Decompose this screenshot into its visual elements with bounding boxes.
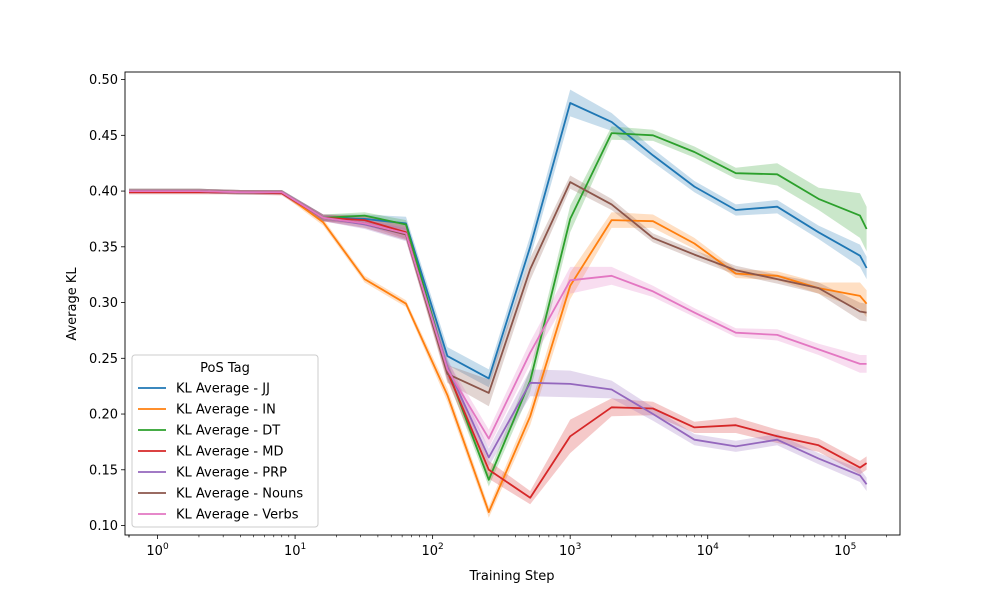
y-tick-label: 0.20 xyxy=(89,408,118,423)
legend-box xyxy=(131,354,319,528)
series-band xyxy=(129,190,867,505)
legend-label: KL Average - Nouns xyxy=(176,487,303,502)
legend-label: KL Average - IN xyxy=(176,403,276,418)
series-band xyxy=(129,89,867,388)
axes-frame xyxy=(124,71,901,536)
legend-label: KL Average - MD xyxy=(176,445,283,460)
y-tick-label: 0.15 xyxy=(89,463,118,478)
x-tick-label: 104 xyxy=(697,542,720,559)
x-tick-label: 101 xyxy=(284,542,306,559)
y-tick-label: 0.50 xyxy=(89,73,118,88)
legend-label: KL Average - PRP xyxy=(176,466,287,481)
confidence-bands xyxy=(129,89,867,518)
series-lines xyxy=(129,102,868,513)
series-band xyxy=(129,175,867,407)
y-tick-label: 0.35 xyxy=(89,240,118,255)
x-tick-label: 102 xyxy=(421,542,443,559)
y-tick-label: 0.25 xyxy=(89,352,118,367)
x-axis: 100 101 102 103 104 105 xyxy=(128,535,887,559)
y-axis: 0.10 0.15 0.20 0.25 0.30 0.35 0.40 0.45 0.50 xyxy=(89,73,125,534)
y-axis-label: Average KL xyxy=(65,267,80,341)
x-tick-label: 100 xyxy=(146,542,169,559)
y-tick-label: 0.30 xyxy=(89,296,118,311)
y-tick-label: 0.40 xyxy=(89,185,118,200)
x-axis-label: Training Step xyxy=(468,569,554,584)
legend-title: PoS Tag xyxy=(200,361,250,376)
legend-items: KL Average - JJ KL Average - IN KL Average… xyxy=(138,382,303,523)
legend-label: KL Average - DT xyxy=(176,424,280,439)
x-tick-label: 103 xyxy=(559,542,581,559)
series-line xyxy=(129,190,867,440)
legend-label: KL Average - Verbs xyxy=(176,508,299,523)
y-tick-label: 0.45 xyxy=(89,129,118,144)
x-tick-label: 105 xyxy=(834,542,856,559)
y-tick-label: 0.10 xyxy=(89,519,118,534)
legend-label: KL Average - JJ xyxy=(176,382,270,397)
